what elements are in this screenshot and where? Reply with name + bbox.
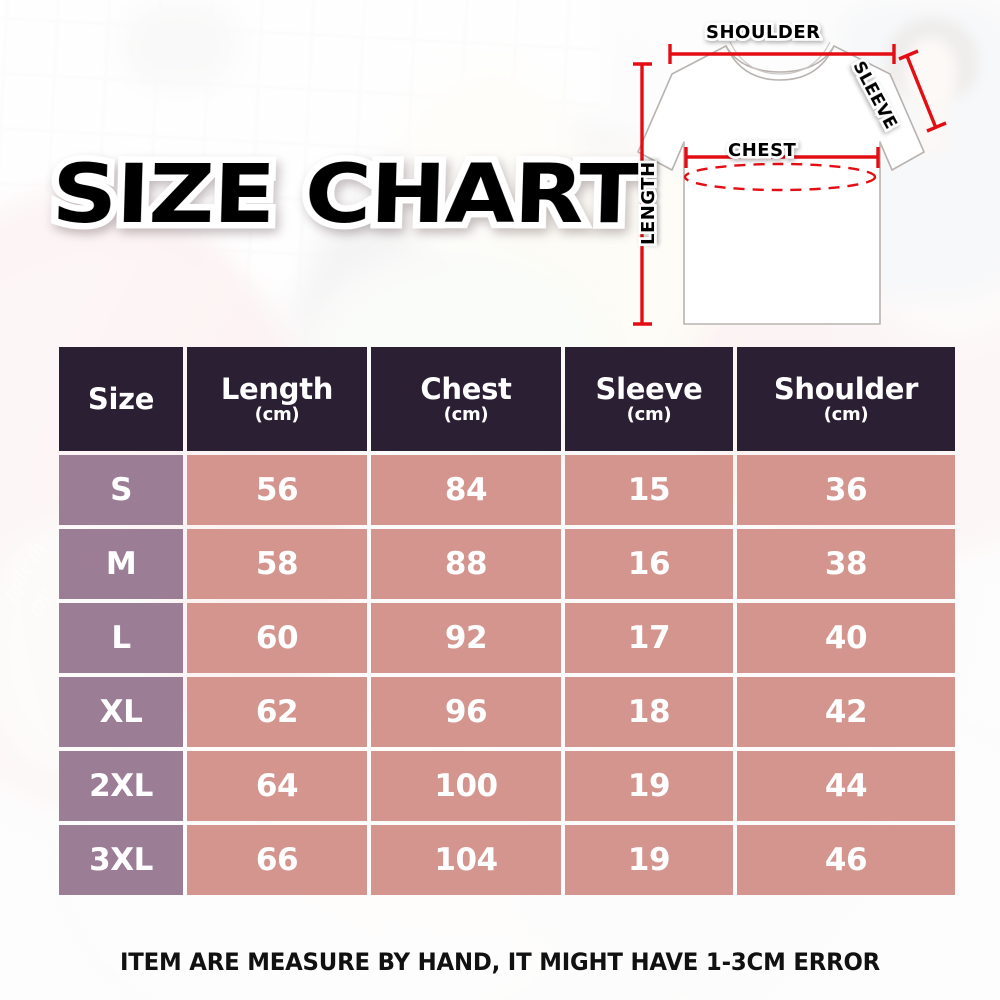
measurement-disclaimer: ITEM ARE MEASURE BY HAND, IT MIGHT HAVE … [119, 948, 881, 976]
cell-size: 3XL [59, 825, 183, 895]
table-row: M 58 88 16 38 [59, 529, 955, 599]
cell-length: 56 [187, 455, 367, 525]
cell-chest: 92 [371, 603, 561, 673]
cell-length: 62 [187, 677, 367, 747]
cell-length: 58 [187, 529, 367, 599]
cell-size: S [59, 455, 183, 525]
cell-sleeve: 16 [565, 529, 733, 599]
size-chart-table: Size Length (cm) Chest (cm) Sleeve (cm) … [55, 343, 959, 899]
cell-chest: 88 [371, 529, 561, 599]
column-header-chest: Chest (cm) [371, 347, 561, 451]
column-header-sleeve-label: Sleeve [595, 371, 703, 406]
column-header-length-label: Length [220, 371, 334, 406]
tshirt-measurement-diagram [628, 2, 1000, 338]
cell-sleeve: 17 [565, 603, 733, 673]
cell-length: 64 [187, 751, 367, 821]
table-row: S 56 84 15 36 [59, 455, 955, 525]
column-header-chest-unit: (cm) [443, 403, 489, 425]
column-header-sleeve-unit: (cm) [626, 403, 672, 425]
column-header-chest-label: Chest [420, 371, 512, 406]
shoulder-measure-label: SHOULDER [703, 19, 822, 46]
page-title: SIZE CHART [44, 141, 648, 249]
column-header-shoulder-unit: (cm) [823, 403, 869, 425]
cell-chest: 84 [371, 455, 561, 525]
cell-chest: 96 [371, 677, 561, 747]
cell-shoulder: 38 [737, 529, 955, 599]
table-row: 3XL 66 104 19 46 [59, 825, 955, 895]
cell-shoulder: 46 [737, 825, 955, 895]
cell-sleeve: 19 [565, 825, 733, 895]
cell-chest: 104 [371, 825, 561, 895]
table-header: Size Length (cm) Chest (cm) Sleeve (cm) … [59, 347, 955, 451]
column-header-shoulder-label: Shoulder [773, 371, 919, 406]
table-body: S 56 84 15 36 M 58 88 16 38 L 60 92 17 4… [59, 455, 955, 895]
column-header-size: Size [59, 347, 183, 451]
length-measure-line [633, 62, 652, 326]
cell-shoulder: 36 [737, 455, 955, 525]
cell-size: M [59, 529, 183, 599]
shoulder-measure-line [668, 44, 896, 64]
cell-size: L [59, 603, 183, 673]
chest-dashed-ellipse [683, 162, 877, 192]
cell-shoulder: 44 [737, 751, 955, 821]
cell-length: 66 [187, 825, 367, 895]
table-row: 2XL 64 100 19 44 [59, 751, 955, 821]
cell-sleeve: 15 [565, 455, 733, 525]
cell-sleeve: 18 [565, 677, 733, 747]
cell-shoulder: 42 [737, 677, 955, 747]
sleeve-measure-line [898, 49, 947, 133]
column-header-sleeve: Sleeve (cm) [565, 347, 733, 451]
cell-chest: 100 [371, 751, 561, 821]
cell-shoulder: 40 [737, 603, 955, 673]
column-header-length: Length (cm) [187, 347, 367, 451]
column-header-length-unit: (cm) [254, 403, 300, 425]
table-row: XL 62 96 18 42 [59, 677, 955, 747]
table-row: L 60 92 17 40 [59, 603, 955, 673]
cell-sleeve: 19 [565, 751, 733, 821]
column-header-size-label: Size [87, 381, 155, 416]
column-header-shoulder: Shoulder (cm) [737, 347, 955, 451]
cell-size: 2XL [59, 751, 183, 821]
length-measure-label: LENGTH [635, 159, 662, 248]
tshirt-outline-icon [637, 41, 925, 325]
cell-size: XL [59, 677, 183, 747]
chest-measure-label: CHEST [725, 137, 798, 164]
table-header-row: Size Length (cm) Chest (cm) Sleeve (cm) … [59, 347, 955, 451]
cell-length: 60 [187, 603, 367, 673]
chest-measure-line [684, 147, 880, 168]
